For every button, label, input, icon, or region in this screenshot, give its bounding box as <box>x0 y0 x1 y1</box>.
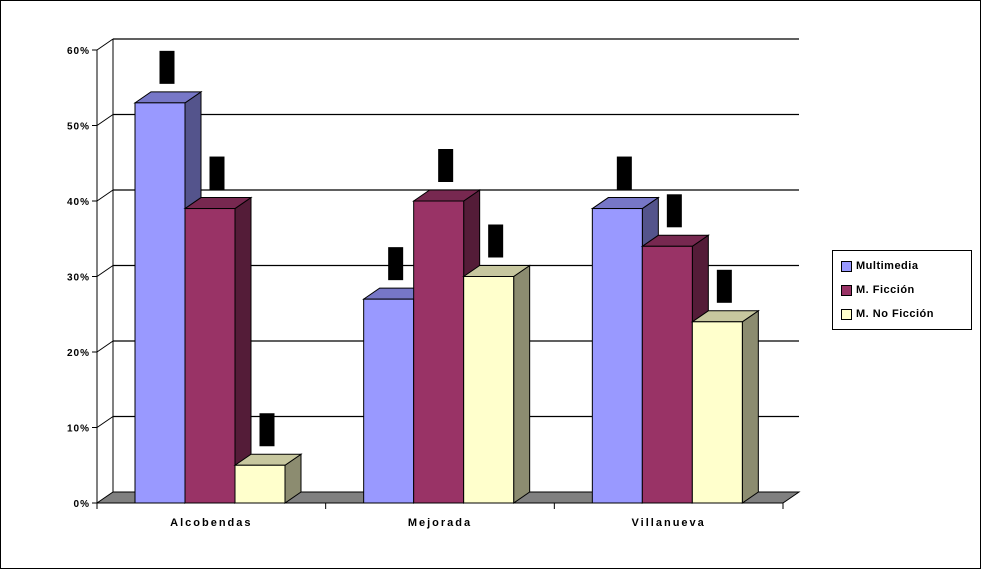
y-tick-label: 60% <box>67 46 90 57</box>
legend-swatch-m-no-ficcion <box>841 308 852 320</box>
legend-label-m-no-ficcion: M. No Ficción <box>856 308 934 320</box>
bar-m-no-ficcion-villanueva-side <box>741 309 759 504</box>
legend-swatch-multimedia <box>841 260 852 272</box>
gridline-side <box>96 340 114 353</box>
data-label-marker <box>616 156 632 190</box>
x-tick-label: Villanueva <box>632 517 706 529</box>
bar-multimedia-mejorada <box>363 298 415 504</box>
y-tick-label: 20% <box>67 348 90 359</box>
y-tick-label: 10% <box>67 424 90 435</box>
legend: Multimedia M. Ficción M. No Ficción <box>832 250 972 330</box>
gridline-side <box>96 416 114 428</box>
legend-swatch-m-ficcion <box>841 284 852 296</box>
data-label-marker <box>388 247 404 281</box>
data-label-marker <box>259 413 275 447</box>
data-label-marker <box>716 269 732 303</box>
bar-multimedia-alcobendas <box>134 102 186 504</box>
y-tick-label: 0% <box>74 499 90 510</box>
data-label-marker <box>438 149 454 182</box>
bar-m-ficcion-villanueva <box>641 245 693 504</box>
x-tick-label: Mejorada <box>408 517 472 529</box>
gridline-side <box>96 189 114 202</box>
data-label-marker <box>209 156 225 190</box>
gridline-side <box>96 38 114 51</box>
gridline-side <box>96 265 114 277</box>
bar-m-no-ficcion-mejorada-side <box>513 264 531 504</box>
legend-item-multimedia: Multimedia <box>841 258 918 274</box>
y-tick-label: 50% <box>67 122 90 133</box>
legend-item-m-ficcion: M. Ficción <box>841 282 915 298</box>
bar-multimedia-villanueva <box>591 208 643 504</box>
data-label-marker <box>488 224 504 258</box>
bar-m-ficcion-alcobendas <box>184 208 236 504</box>
legend-item-m-no-ficcion: M. No Ficción <box>841 306 934 322</box>
legend-label-m-ficcion: M. Ficción <box>856 284 915 296</box>
bar-m-no-ficcion-mejorada <box>463 276 515 504</box>
x-tick-label: Alcobendas <box>170 517 252 529</box>
gridline-side <box>96 114 114 126</box>
legend-label-multimedia: Multimedia <box>856 260 919 272</box>
data-label-marker <box>159 50 175 84</box>
bar-m-no-ficcion-alcobendas <box>234 464 286 504</box>
data-label-marker <box>666 194 682 228</box>
bar-m-ficcion-mejorada <box>413 200 465 504</box>
y-tick-label: 30% <box>67 273 90 284</box>
y-tick-label: 40% <box>67 197 90 208</box>
bar-m-no-ficcion-villanueva <box>691 321 743 504</box>
